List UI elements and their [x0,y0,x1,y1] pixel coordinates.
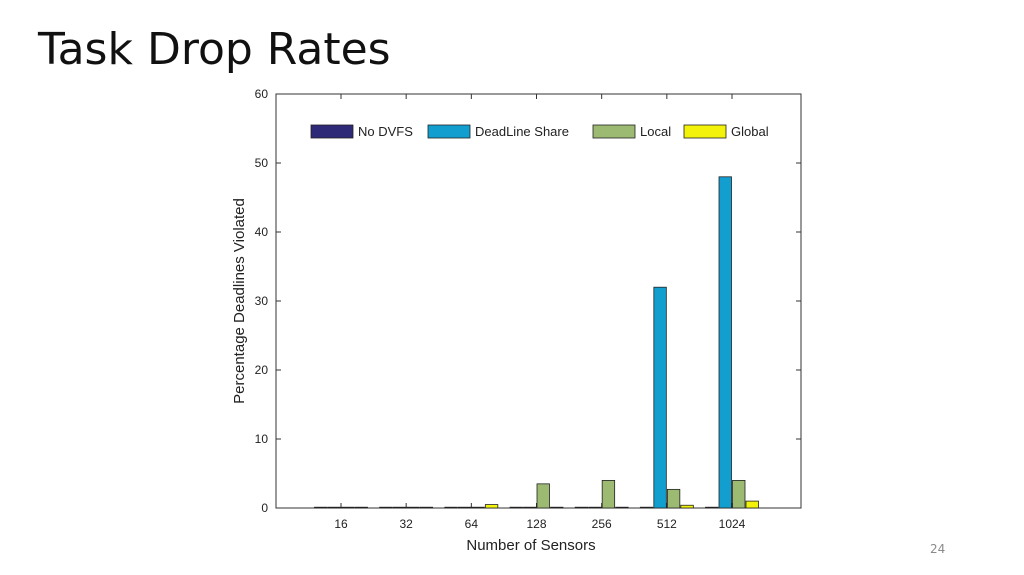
y-tick-label: 50 [255,156,269,170]
bar-local [406,506,420,509]
bar-global [680,504,694,509]
bar-no-dvfs [509,506,523,509]
bar-no-dvfs [379,506,393,509]
x-tick-label: 256 [592,517,612,531]
bar-global [745,500,759,509]
bar-local [666,488,681,509]
x-tick-label: 128 [526,517,546,531]
legend-swatch [592,124,636,139]
slide-title: Task Drop Rates [38,24,391,75]
bar-no-dvfs [314,506,328,509]
bar-deadline-share [718,176,732,509]
x-tick-label: 512 [657,517,677,531]
legend: No DVFS DeadLine Share Local Global [310,124,769,139]
bar-global [550,506,564,509]
bar-global [484,504,499,509]
legend-label: Global [731,124,769,139]
y-tick-label: 30 [255,294,269,308]
legend-label: No DVFS [358,124,413,139]
bar-local [341,506,355,509]
bar-local [601,479,616,509]
x-axis: 16 32 64 128 256 512 1024 [334,94,746,531]
y-tick-label: 0 [261,501,268,515]
y-axis-label: Percentage Deadlines Violated [231,198,248,404]
y-tick-label: 60 [255,87,269,101]
x-axis-label: Number of Sensors [466,537,595,554]
bar-deadline-share [457,506,472,509]
bar-deadline-share [588,506,602,509]
y-tick-label: 10 [255,432,269,446]
bar-no-dvfs [705,506,719,509]
bar-deadline-share [523,506,537,509]
bar-no-dvfs [574,506,589,509]
legend-label: Local [640,124,671,139]
bar-deadline-share [653,286,667,509]
legend-label: DeadLine Share [475,124,569,139]
slide-number: 24 [930,542,946,556]
legend-swatch [310,124,354,139]
bar-global [419,506,434,509]
y-axis: 0 10 20 30 40 50 60 [255,87,801,515]
x-tick-label: 32 [399,517,413,531]
x-tick-label: 64 [465,517,479,531]
bar-no-dvfs [639,506,654,509]
bar-local [732,479,746,509]
y-tick-label: 20 [255,363,269,377]
bar-global [354,506,368,509]
x-tick-label: 16 [334,517,348,531]
legend-swatch [427,124,471,139]
bar-deadline-share [392,506,407,509]
bar-global [615,506,629,509]
bar-local [471,506,485,509]
bars [314,176,759,509]
legend-swatch [683,124,727,139]
bar-no-dvfs [444,506,458,509]
y-tick-label: 40 [255,225,269,239]
x-tick-label: 1024 [719,517,746,531]
bar-local [536,483,550,509]
bar-deadline-share [327,506,341,509]
